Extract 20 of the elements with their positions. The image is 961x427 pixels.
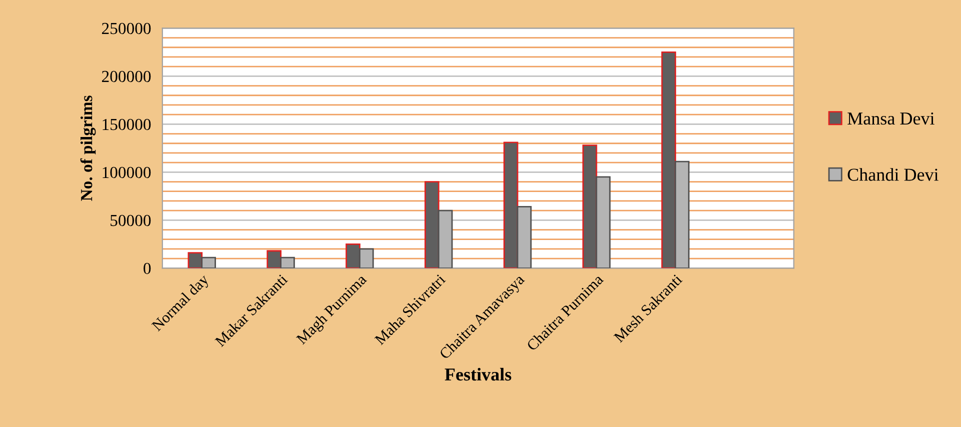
bar [188,252,203,268]
y-tick-label: 200000 [102,70,151,82]
y-tick-label: 50000 [110,214,151,226]
bar [582,144,598,268]
bar [359,248,374,268]
bar [266,250,282,268]
x-axis-title: Festivals [444,368,512,381]
y-tick-label: 150000 [102,118,151,130]
bar [280,256,295,268]
bar [201,256,216,268]
legend-label: Chandi Devi [848,168,938,181]
bar [661,51,676,268]
bar [503,142,518,268]
y-tick-label: 0 [144,262,151,274]
y-axis-title: No. of pilgrims [80,96,96,201]
y-tick-label: 250000 [102,22,151,34]
y-tick-label: 100000 [102,166,151,178]
legend-label: Mansa Devi [848,112,934,125]
bar [346,243,360,268]
bar [424,181,440,268]
